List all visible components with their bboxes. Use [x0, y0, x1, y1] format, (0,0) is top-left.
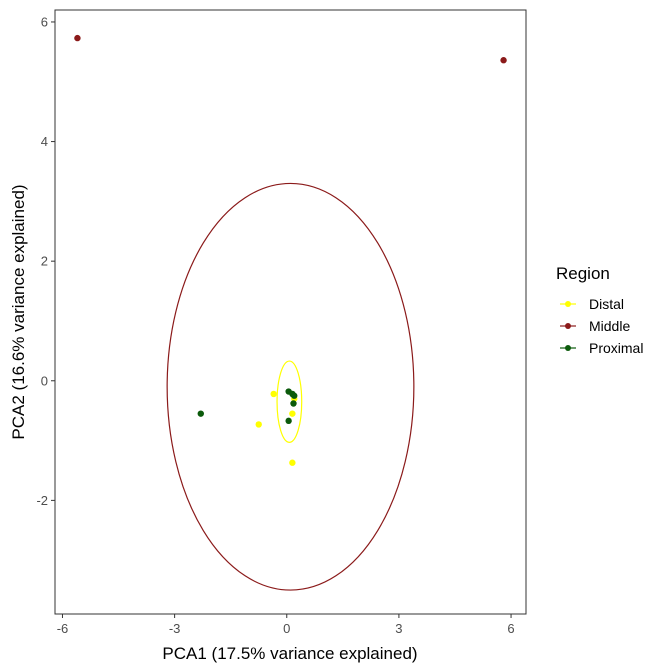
legend-item-distal: Distal: [560, 296, 624, 312]
plot-layer: [74, 34, 507, 591]
y-tick-label: 6: [41, 14, 48, 29]
legend-key-point: [565, 323, 571, 329]
x-tick-label: -3: [169, 621, 181, 636]
panel-border: [54, 9, 527, 615]
y-tick-label: -2: [36, 493, 48, 508]
x-axis-title: PCA1 (17.5% variance explained): [162, 644, 417, 663]
point-proximal-6: [285, 417, 292, 425]
ellipse-middle: [166, 182, 415, 591]
y-tick-label: 4: [41, 134, 48, 149]
legend-label: Middle: [589, 318, 630, 334]
x-tick-label: 0: [283, 621, 290, 636]
legend-key-point: [565, 301, 571, 307]
legend-item-proximal: Proximal: [560, 340, 643, 356]
axis-layer: -6 -3 0 3 6 -2 0 2 4 6: [36, 14, 514, 636]
x-tick-label: -6: [57, 621, 69, 636]
legend-items: Distal Middle Proximal: [560, 296, 643, 356]
x-tick-label: 3: [395, 621, 402, 636]
legend-title: Region: [556, 264, 610, 283]
legend-key-point: [565, 345, 571, 351]
y-axis-title: PCA2 (16.6% variance explained): [9, 184, 28, 439]
point-distal-1: [270, 390, 277, 398]
legend-label: Distal: [589, 296, 624, 312]
y-tick-label: 2: [41, 254, 48, 269]
ellipse-distal: [276, 360, 303, 443]
point-distal-2: [255, 421, 262, 428]
point-proximal-1: [197, 410, 204, 417]
legend: Region Distal Middle Proximal: [556, 264, 643, 356]
point-middle-1: [74, 34, 81, 42]
point-middle-2: [500, 57, 507, 64]
point-proximal-4: [291, 392, 298, 399]
point-proximal-5: [290, 400, 297, 407]
y-tick-label: 0: [41, 373, 48, 388]
x-tick-label: 6: [507, 621, 514, 636]
legend-label: Proximal: [589, 340, 643, 356]
point-distal-4: [289, 459, 296, 466]
legend-item-middle: Middle: [560, 318, 630, 334]
point-distal-3: [289, 410, 296, 417]
